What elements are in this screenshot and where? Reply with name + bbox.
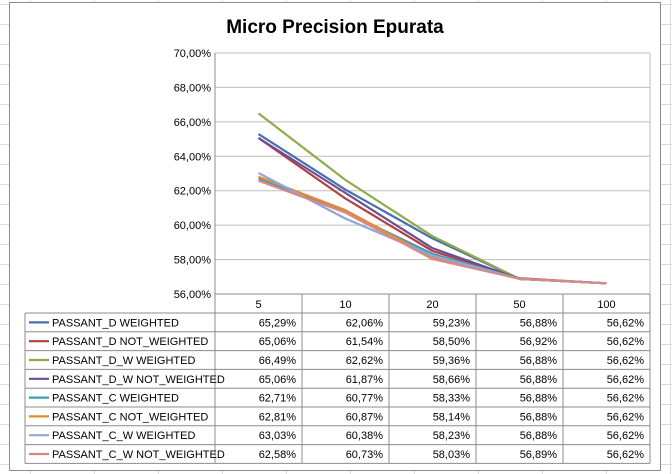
data-table-value: 56,88% — [520, 317, 558, 329]
data-table-value: 56,62% — [607, 411, 645, 423]
data-table-value: 56,62% — [607, 393, 645, 405]
y-tick-label: 60,00% — [174, 220, 212, 232]
x-category-label: 5 — [255, 299, 261, 311]
data-table-value: 62,81% — [259, 411, 297, 423]
legend-entry: PASSANT_D NOT_WEIGHTED — [52, 336, 208, 348]
data-table-value: 60,87% — [346, 411, 384, 423]
legend-entry: PASSANT_D_W WEIGHTED — [52, 355, 195, 367]
data-table-value: 56,88% — [520, 411, 558, 423]
data-table-value: 60,38% — [346, 430, 384, 442]
data-table-value: 56,62% — [607, 449, 645, 461]
data-table-value: 63,03% — [259, 430, 297, 442]
chart-svg: 56,00% 58,00% 60,00% 62,00% 64,00% 66,00% 68,0… — [24, 48, 651, 464]
y-tick-label: 66,00% — [174, 117, 212, 129]
data-table-value: 56,88% — [520, 374, 558, 386]
y-tick-label: 62,00% — [174, 186, 212, 198]
data-table-value: 58,66% — [433, 374, 471, 386]
data-table-value: 66,49% — [259, 355, 297, 367]
data-table-value: 56,62% — [607, 374, 645, 386]
data-table-value: 56,88% — [520, 430, 558, 442]
x-category-label: 100 — [597, 299, 615, 311]
data-table-value: 58,50% — [433, 336, 471, 348]
y-tick-label: 64,00% — [174, 151, 212, 163]
legend-entry: PASSANT_C NOT_WEIGHTED — [52, 411, 208, 423]
chart-area[interactable]: Micro Precision Epurata 56,00% 58,00% 60,0… — [9, 2, 661, 471]
data-table-value: 65,06% — [259, 336, 297, 348]
data-table-value: 61,87% — [346, 374, 384, 386]
data-table-value: 62,71% — [259, 393, 297, 405]
data-table-value: 59,23% — [433, 317, 471, 329]
data-table-value: 56,88% — [520, 393, 558, 405]
series-line-8 — [258, 179, 607, 285]
data-table-value: 56,62% — [607, 430, 645, 442]
data-table-value: 65,29% — [259, 317, 297, 329]
legend-entry: PASSANT_D_W NOT_WEIGHTED — [52, 374, 225, 386]
series-line-6 — [258, 175, 607, 285]
data-table-value: 62,62% — [346, 355, 384, 367]
data-table-value: 61,54% — [346, 336, 384, 348]
data-table-value: 58,14% — [433, 411, 471, 423]
series-line-7 — [257, 172, 607, 285]
legend-entry: PASSANT_C_W WEIGHTED — [52, 430, 195, 442]
series-line-5 — [258, 177, 607, 285]
data-table-value: 62,58% — [259, 449, 297, 461]
data-table-value: 60,73% — [346, 449, 384, 461]
data-table-value: 56,62% — [607, 317, 645, 329]
x-category-label: 20 — [426, 299, 438, 311]
data-table-value: 56,62% — [607, 336, 645, 348]
legend-entry: PASSANT_C_W NOT_WEIGHTED — [52, 449, 225, 461]
y-tick-label: 58,00% — [174, 255, 212, 267]
chart-title: Micro Precision Epurata — [226, 17, 444, 38]
data-table-value: 60,77% — [346, 393, 384, 405]
x-category-label: 10 — [339, 299, 351, 311]
data-table-value: 56,62% — [607, 355, 645, 367]
y-tick-label: 68,00% — [174, 82, 212, 94]
data-table-value: 62,06% — [346, 317, 384, 329]
y-tick-label: 56,00% — [174, 289, 212, 301]
data-table-value: 56,92% — [520, 336, 558, 348]
legend-entry: PASSANT_D WEIGHTED — [52, 317, 179, 329]
series-line-2 — [257, 137, 607, 285]
data-table-value: 56,89% — [520, 449, 558, 461]
data-table-value: 59,36% — [433, 355, 471, 367]
series-line-4 — [257, 137, 607, 285]
x-category-label: 50 — [513, 299, 525, 311]
y-tick-label: 70,00% — [174, 48, 212, 60]
data-table-value: 65,06% — [259, 374, 297, 386]
data-table-value: 58,23% — [433, 430, 471, 442]
data-table-value: 56,88% — [520, 355, 558, 367]
legend-entry: PASSANT_C WEIGHTED — [52, 393, 179, 405]
data-table-value: 58,03% — [433, 449, 471, 461]
data-table-value: 58,33% — [433, 393, 471, 405]
